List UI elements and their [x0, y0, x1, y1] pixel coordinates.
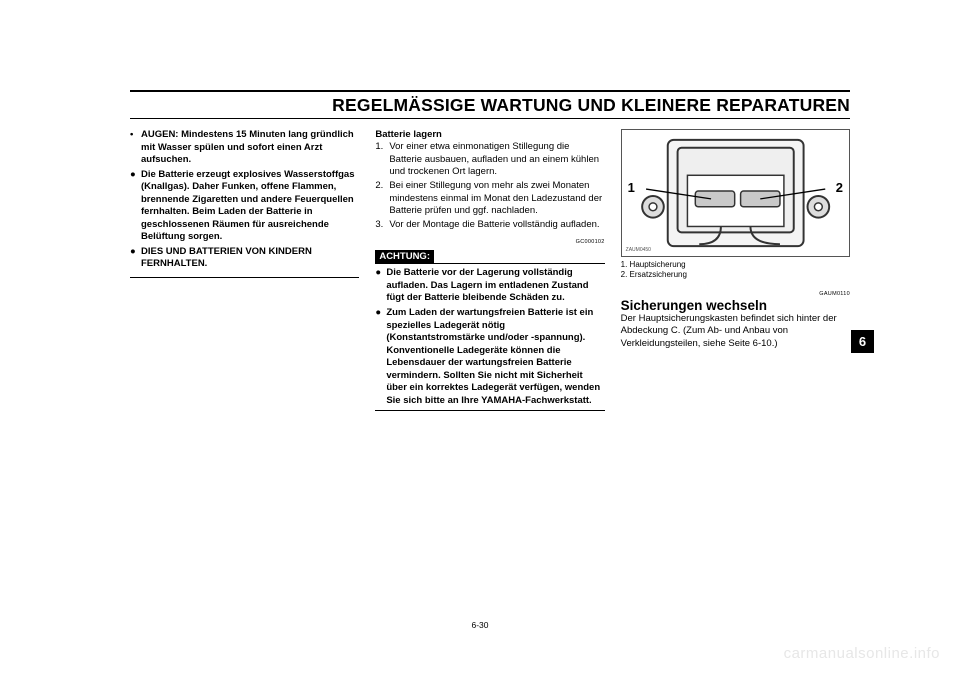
column-divider	[130, 277, 359, 278]
figure-callout-2: 2	[836, 180, 843, 195]
caution-label: ACHTUNG:	[375, 250, 434, 263]
subheading: Batterie lagern	[375, 129, 604, 140]
section-body: Der Hauptsicherungskasten befindet sich …	[621, 313, 850, 351]
header-rule-thick	[130, 90, 850, 92]
figure-caption-2: 2. Ersatzsicherung	[621, 270, 850, 280]
section-code: GAUM0110	[621, 291, 850, 297]
page-title: REGELMÄSSIGE WARTUNG UND KLEINERE REPARA…	[130, 95, 850, 116]
list-item: AUGEN: Mindestens 15 Minuten lang gründl…	[141, 129, 359, 167]
figure-credit: ZAUM0450	[626, 247, 651, 253]
fuse-box-illustration	[622, 130, 849, 256]
manual-page: REGELMÄSSIGE WARTUNG UND KLEINERE REPARA…	[0, 0, 960, 678]
content-columns: AUGEN: Mindestens 15 Minuten lang gründl…	[130, 129, 850, 411]
fuse-box-figure: 1 2 ZAUM0450	[621, 129, 850, 257]
column-3: 1 2 ZAUM0450 1. Hauptsicherung 2. Ersatz…	[621, 129, 850, 411]
list-item: Bei einer Stillegung von mehr als zwei M…	[389, 180, 604, 218]
list-item: Vor der Montage die Batterie vollständig…	[389, 219, 604, 232]
caution-list: Die Batterie vor der Lagerung vollständi…	[375, 267, 604, 407]
section-heading: Sicherungen wechseln	[621, 298, 850, 313]
figure-callout-1: 1	[628, 180, 635, 195]
warning-list: AUGEN: Mindestens 15 Minuten lang gründl…	[130, 129, 359, 271]
page-number: 6-30	[0, 620, 960, 630]
list-item: Die Batterie vor der Lagerung vollständi…	[386, 267, 604, 305]
list-item: DIES UND BATTERIEN VON KINDERN FERNHALTE…	[141, 246, 359, 271]
column-2: Batterie lagern Vor einer etwa einmonati…	[375, 129, 604, 411]
list-item: Zum Laden der wartungsfreien Batterie is…	[386, 307, 604, 407]
list-item: Die Batterie erzeugt explosives Wasserst…	[141, 169, 359, 244]
column-divider	[375, 410, 604, 411]
figure-caption-1: 1. Hauptsicherung	[621, 260, 850, 270]
list-item: Vor einer etwa einmonatigen Stillegung d…	[389, 141, 604, 179]
storage-steps: Vor einer etwa einmonatigen Stillegung d…	[375, 141, 604, 231]
caution-rule	[375, 263, 604, 264]
header-rule-thin	[130, 118, 850, 119]
chapter-tab: 6	[851, 330, 874, 353]
notice-code: GC000102	[375, 239, 604, 245]
watermark: carmanualsonline.info	[784, 645, 940, 662]
column-1: AUGEN: Mindestens 15 Minuten lang gründl…	[130, 129, 359, 411]
